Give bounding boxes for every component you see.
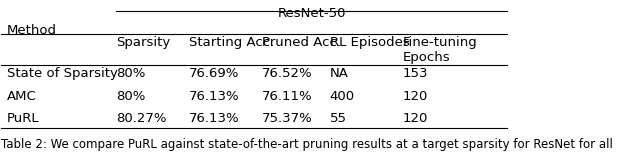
Text: 55: 55 (330, 112, 347, 125)
Text: Pruned Acc.: Pruned Acc. (262, 36, 341, 49)
Text: State of Sparsity: State of Sparsity (6, 67, 118, 80)
Text: 80%: 80% (116, 90, 145, 102)
Text: 75.37%: 75.37% (262, 112, 313, 125)
Text: Starting Acc.: Starting Acc. (189, 36, 275, 49)
Text: 76.13%: 76.13% (189, 90, 240, 102)
Text: AMC: AMC (6, 90, 36, 102)
Text: 76.11%: 76.11% (262, 90, 313, 102)
Text: ResNet-50: ResNet-50 (277, 7, 346, 20)
Text: 80.27%: 80.27% (116, 112, 166, 125)
Text: 120: 120 (403, 90, 428, 102)
Text: Fine-tuning
Epochs: Fine-tuning Epochs (403, 36, 477, 64)
Text: 76.52%: 76.52% (262, 67, 313, 80)
Text: NA: NA (330, 67, 349, 80)
Text: 76.13%: 76.13% (189, 112, 240, 125)
Text: 400: 400 (330, 90, 355, 102)
Text: 76.69%: 76.69% (189, 67, 239, 80)
Text: Table 2: We compare PuRL against state-of-the-art pruning results at a target sp: Table 2: We compare PuRL against state-o… (1, 138, 613, 151)
Text: Sparsity: Sparsity (116, 36, 170, 49)
Text: 153: 153 (403, 67, 428, 80)
Text: 80%: 80% (116, 67, 145, 80)
Text: Method: Method (6, 24, 56, 37)
Text: PuRL: PuRL (6, 112, 39, 125)
Text: RL Episodes: RL Episodes (330, 36, 410, 49)
Text: 120: 120 (403, 112, 428, 125)
